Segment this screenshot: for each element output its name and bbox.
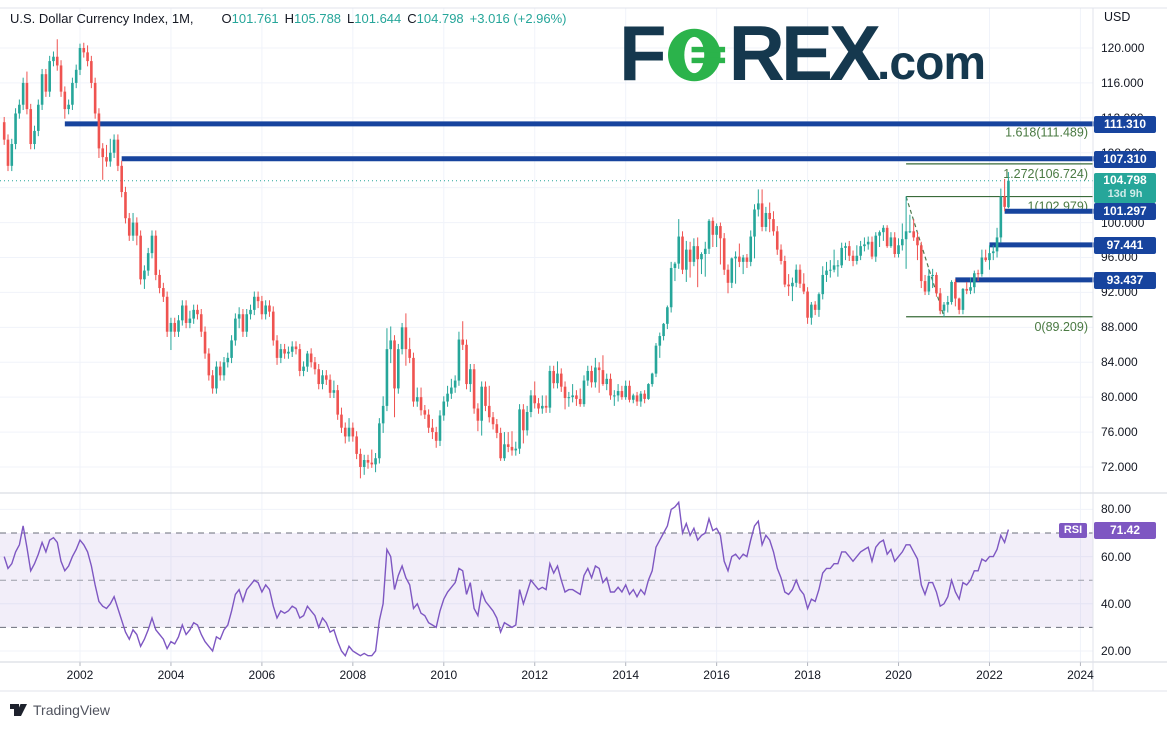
symbol-legend[interactable]: U.S. Dollar Currency Index, 1M, O101.761… bbox=[10, 11, 567, 26]
ohlc-low: L101.644 bbox=[347, 11, 402, 26]
forex-logo: F REX .com bbox=[619, 9, 986, 97]
tradingview-attribution[interactable]: TradingView bbox=[9, 701, 110, 718]
ohlc-close: C104.798 bbox=[407, 11, 464, 26]
change-value: +3.016 (+2.96%) bbox=[469, 11, 567, 26]
svg-text:1.272(106.724): 1.272(106.724) bbox=[1003, 167, 1088, 181]
forex-logo-tld: .com bbox=[877, 37, 986, 91]
svg-text:0(89.209): 0(89.209) bbox=[1034, 320, 1088, 334]
forex-logo-rex: REX bbox=[728, 9, 881, 97]
ohlc-high: H105.788 bbox=[284, 11, 342, 26]
forex-logo-f: F bbox=[619, 9, 667, 97]
ohlc-open: O101.761 bbox=[221, 11, 279, 26]
symbol-title: U.S. Dollar Currency Index, 1M, bbox=[10, 11, 194, 26]
forex-logo-o-icon bbox=[667, 28, 725, 82]
svg-text:1.618(111.489): 1.618(111.489) bbox=[1005, 125, 1088, 139]
tradingview-label: TradingView bbox=[33, 701, 111, 718]
tradingview-icon bbox=[10, 704, 27, 716]
